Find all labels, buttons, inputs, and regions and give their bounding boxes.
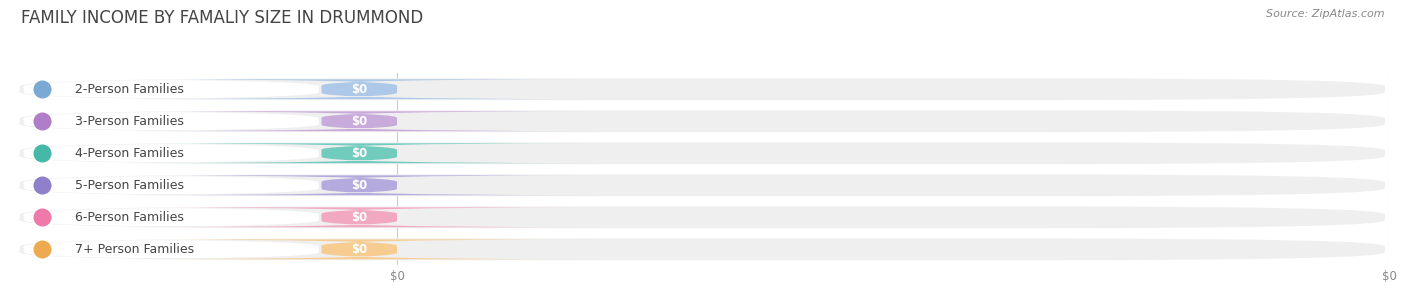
Text: $0: $0 (352, 243, 367, 256)
FancyBboxPatch shape (17, 175, 326, 195)
FancyBboxPatch shape (122, 111, 596, 131)
Text: $0: $0 (352, 179, 367, 192)
FancyBboxPatch shape (17, 111, 326, 131)
FancyBboxPatch shape (17, 239, 326, 259)
Text: 6-Person Families: 6-Person Families (75, 211, 183, 224)
FancyBboxPatch shape (122, 207, 596, 227)
FancyBboxPatch shape (20, 110, 1385, 132)
Text: 5-Person Families: 5-Person Families (75, 179, 184, 192)
Text: 3-Person Families: 3-Person Families (75, 115, 183, 128)
FancyBboxPatch shape (17, 79, 326, 99)
FancyBboxPatch shape (20, 206, 1385, 228)
Text: $0: $0 (352, 147, 367, 160)
FancyBboxPatch shape (20, 239, 1385, 260)
FancyBboxPatch shape (20, 142, 1385, 164)
Text: $0: $0 (352, 83, 367, 96)
Text: $0: $0 (352, 115, 367, 128)
FancyBboxPatch shape (122, 175, 596, 195)
FancyBboxPatch shape (17, 143, 326, 163)
Text: FAMILY INCOME BY FAMALIY SIZE IN DRUMMOND: FAMILY INCOME BY FAMALIY SIZE IN DRUMMON… (21, 9, 423, 27)
Text: 7+ Person Families: 7+ Person Families (75, 243, 194, 256)
FancyBboxPatch shape (122, 79, 596, 99)
FancyBboxPatch shape (20, 78, 1385, 100)
FancyBboxPatch shape (122, 143, 596, 163)
FancyBboxPatch shape (122, 239, 596, 259)
FancyBboxPatch shape (17, 207, 326, 227)
FancyBboxPatch shape (20, 174, 1385, 196)
Text: Source: ZipAtlas.com: Source: ZipAtlas.com (1267, 9, 1385, 19)
Text: $0: $0 (352, 211, 367, 224)
Text: 2-Person Families: 2-Person Families (75, 83, 183, 96)
Text: 4-Person Families: 4-Person Families (75, 147, 183, 160)
